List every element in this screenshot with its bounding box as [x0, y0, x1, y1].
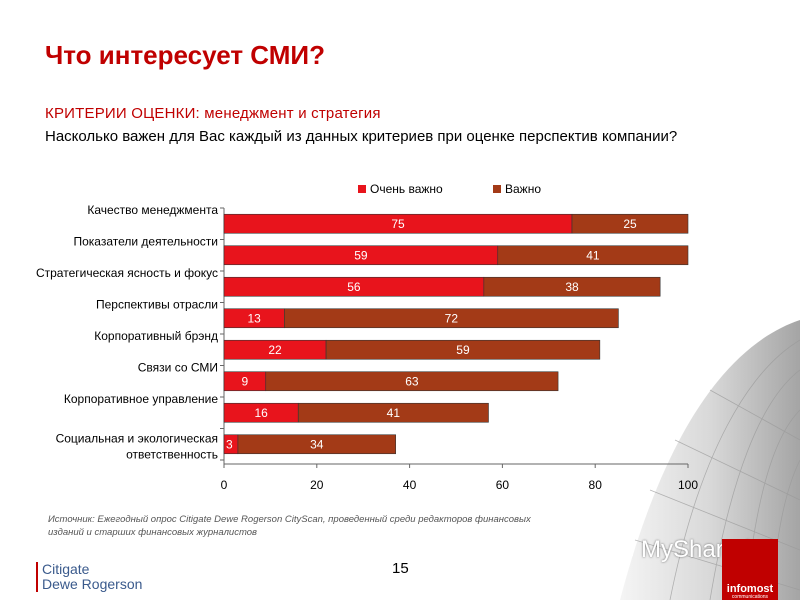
survey-question: Насколько важен для Вас каждый из данных…: [45, 128, 678, 145]
data-label: 63: [405, 374, 419, 388]
bar-segment: [284, 308, 619, 329]
category-label: Корпоративный брэнд: [94, 329, 218, 343]
data-label: 59: [456, 343, 470, 357]
data-label: 75: [391, 217, 405, 231]
x-tick-label: 80: [589, 478, 603, 492]
x-tick-label: 100: [678, 478, 698, 492]
category-label: Корпоративное управление: [64, 392, 218, 406]
category-label-cont: ответственность: [126, 447, 218, 461]
page-subtitle: КРИТЕРИИ ОЦЕНКИ: менеджмент и стратегия: [45, 105, 381, 122]
badge-main: infomost: [726, 583, 774, 595]
data-label: 72: [445, 311, 459, 325]
presentation-icon: [607, 538, 633, 564]
x-tick-label: 40: [403, 478, 417, 492]
category-label: Стратегическая ясность и фокус: [36, 266, 218, 280]
citigate-logo: Citigate Dewe Rogerson: [36, 562, 142, 592]
logo-line-2: Dewe Rogerson: [42, 576, 143, 592]
data-label: 41: [387, 406, 401, 420]
legend-label: Важно: [505, 182, 541, 196]
source-note: Источник: Ежегодный опрос Citigate Dewe …: [48, 514, 531, 538]
data-label: 59: [354, 248, 368, 262]
category-label: Перспективы отрасли: [96, 297, 218, 311]
data-label: 56: [347, 280, 361, 294]
data-label: 3: [226, 437, 233, 451]
bar-segment: [297, 402, 489, 423]
data-label: 41: [586, 248, 600, 262]
legend-label: Очень важно: [370, 182, 443, 196]
data-label: 9: [242, 374, 249, 388]
data-label: 13: [247, 311, 261, 325]
infomost-badge: infomost communications: [722, 539, 778, 600]
bar-segment: [265, 371, 559, 392]
data-label: 25: [623, 217, 637, 231]
page-number: 15: [392, 560, 409, 577]
logo-line-1: Citigate: [42, 561, 90, 577]
category-label: Качество менеджмента: [87, 203, 218, 217]
data-label: 16: [254, 406, 268, 420]
x-tick-label: 0: [221, 478, 228, 492]
data-label: 22: [268, 343, 282, 357]
page-title: Что интересует СМИ?: [45, 40, 325, 70]
building-image: [620, 320, 800, 600]
bar-segment: [571, 213, 689, 234]
badge-sub: communications: [731, 594, 769, 600]
bar-segment: [497, 245, 689, 266]
category-label: Связи со СМИ: [138, 360, 218, 374]
bar-segment: [483, 276, 661, 297]
x-tick-label: 60: [496, 478, 510, 492]
legend-swatch: [493, 185, 501, 193]
category-label: Социальная и экологическая: [56, 431, 218, 445]
data-label: 38: [565, 280, 579, 294]
bar-segment: [325, 339, 601, 360]
bar-segment: [237, 434, 396, 455]
data-label: 34: [310, 437, 324, 451]
legend-swatch: [358, 185, 366, 193]
category-label: Показатели деятельности: [73, 234, 218, 248]
x-tick-label: 20: [310, 478, 324, 492]
